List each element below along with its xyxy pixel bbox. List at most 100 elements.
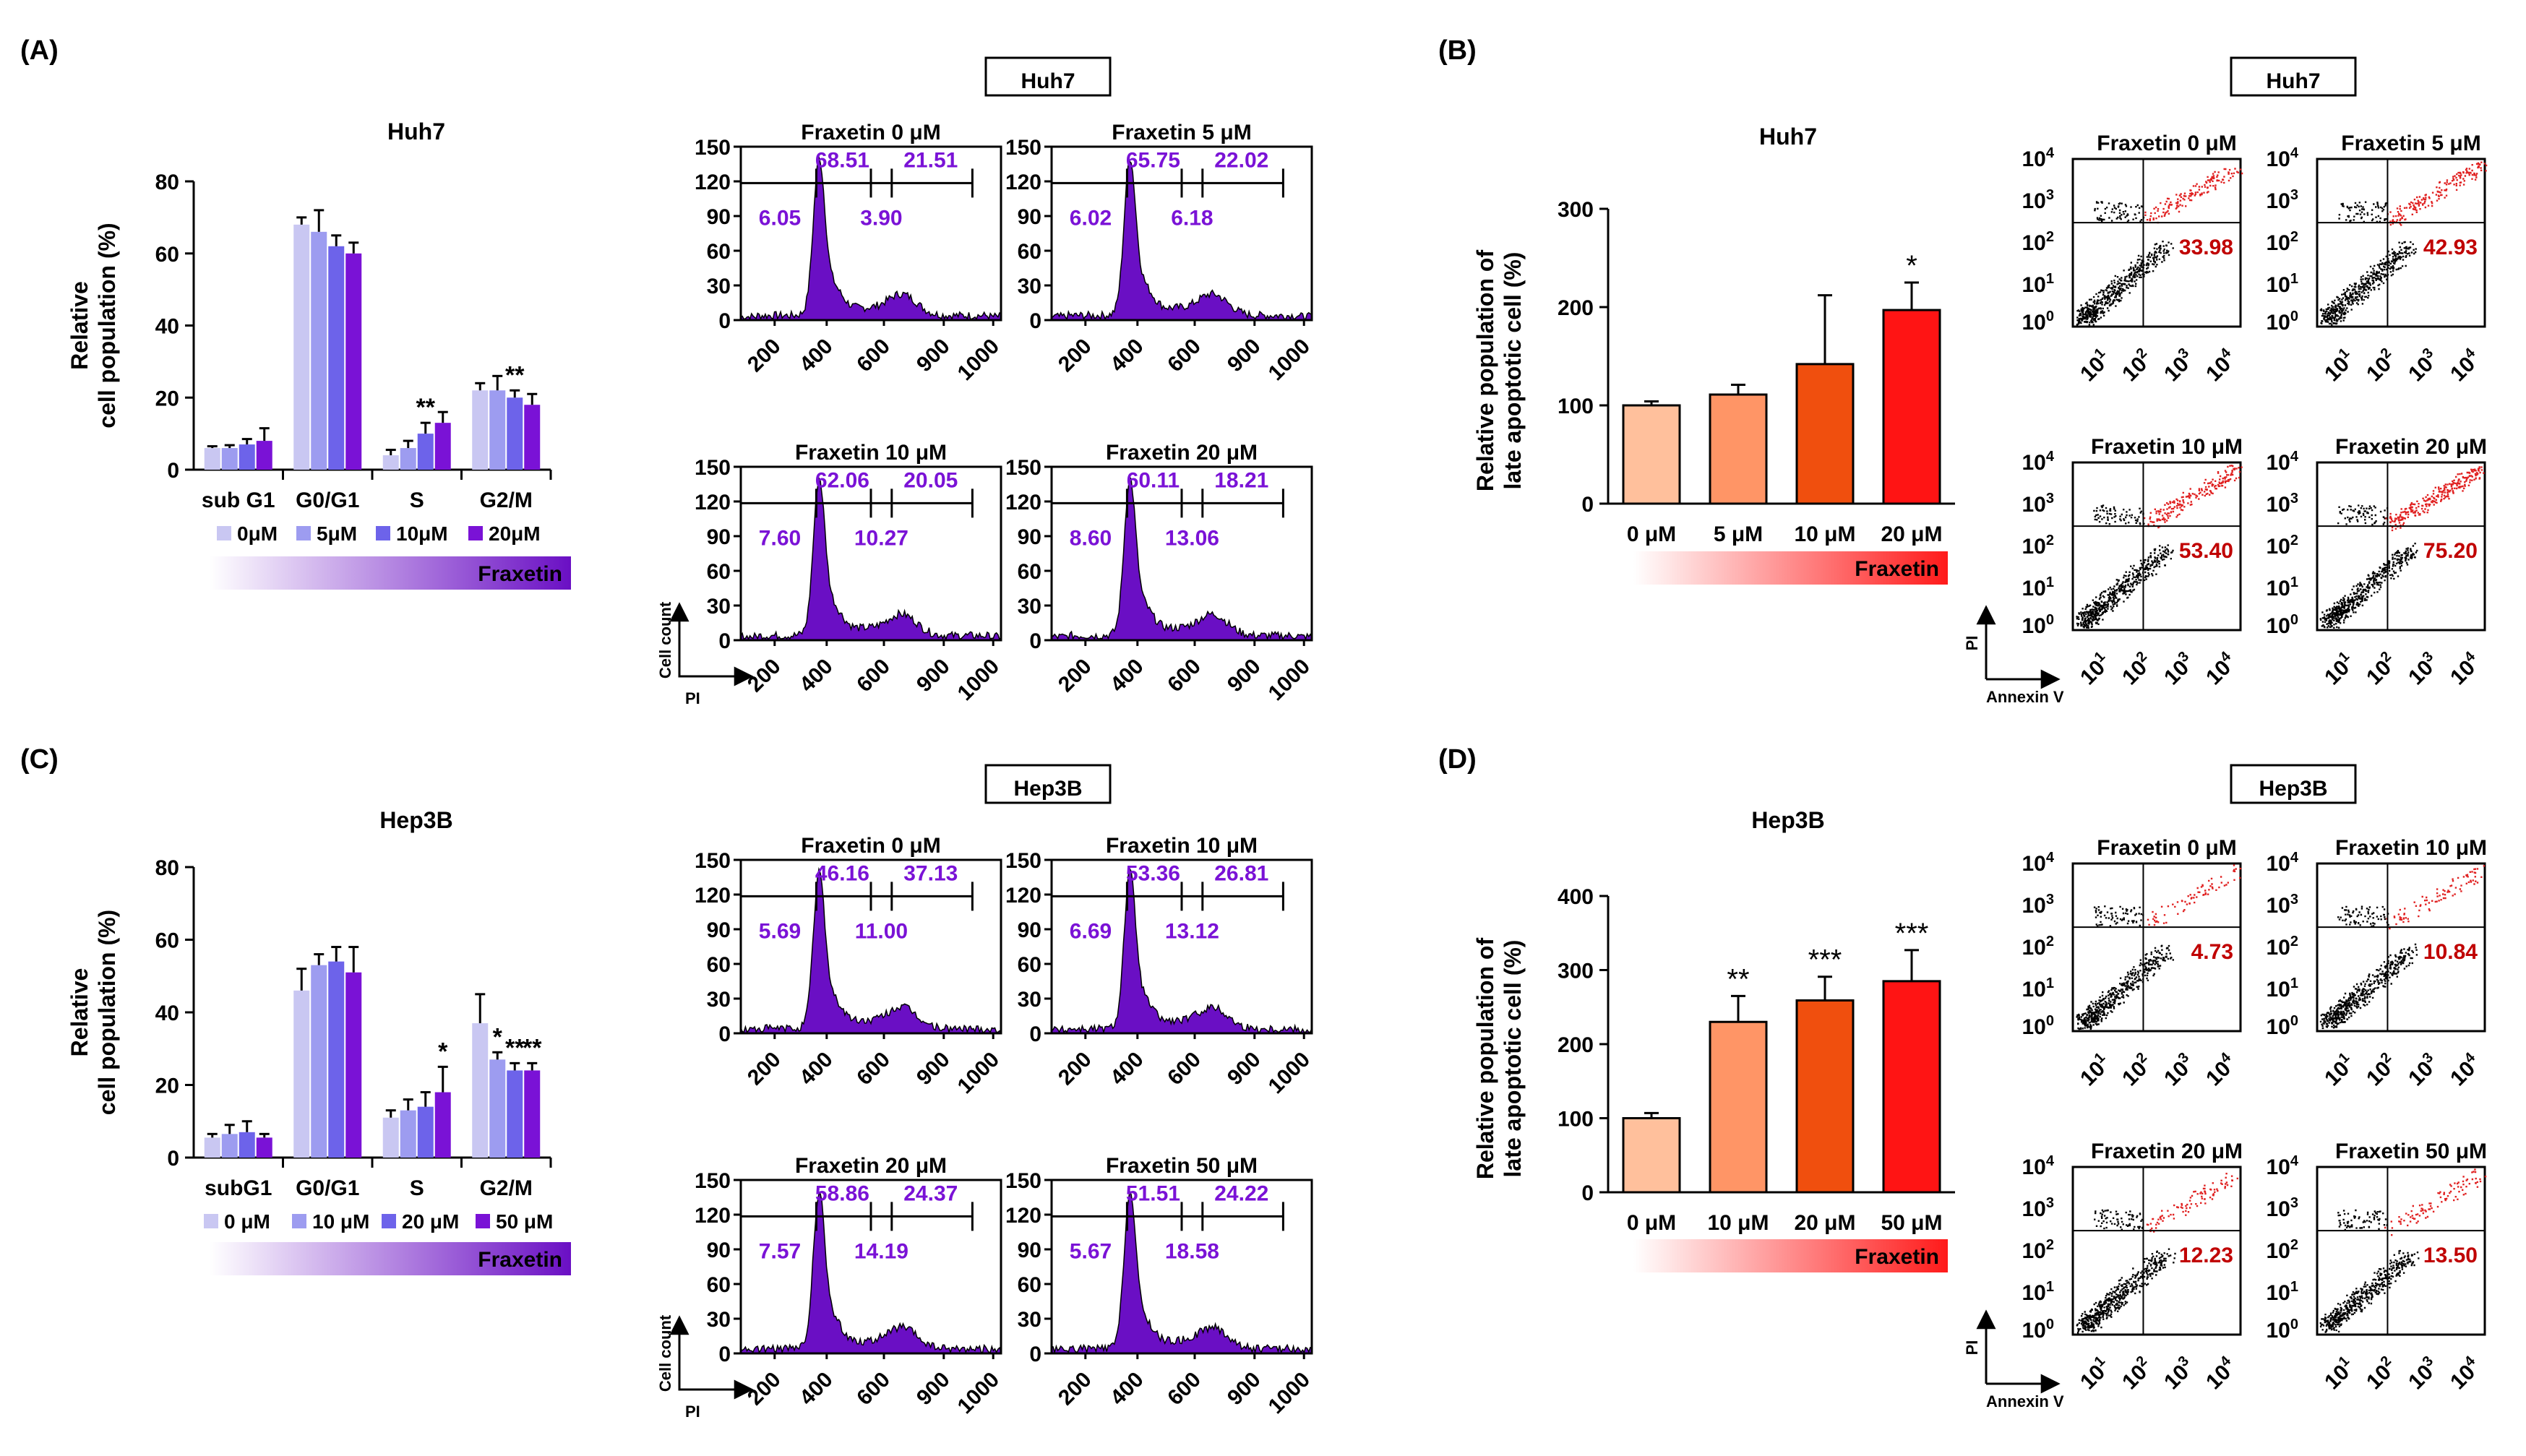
ylabel-line: Relative population of <box>1472 250 1498 492</box>
gate-value: 21.51 <box>903 148 958 172</box>
y-tick-label: 150 <box>695 136 731 160</box>
bar <box>256 441 272 470</box>
y-tick-label: 104 <box>2267 145 2299 171</box>
x-tick-label: 20 μM <box>1881 522 1942 546</box>
y-tick-label: 104 <box>2022 1153 2055 1179</box>
y-tick-label: 60 <box>707 1273 731 1297</box>
y-tick-label: 101 <box>2022 1279 2055 1305</box>
bar <box>489 1059 506 1158</box>
x-tick-label: 1000 <box>953 335 1005 386</box>
gate-value: 5.69 <box>759 919 801 943</box>
exponent: 4 <box>2046 145 2055 161</box>
scatter-title: Fraxetin 0 μM <box>2097 132 2236 155</box>
exponent: 1 <box>2092 1353 2108 1369</box>
scatter-points-red <box>2144 168 2243 224</box>
exponent: 3 <box>2175 345 2192 361</box>
late-apoptotic-value: 33.98 <box>2179 236 2233 259</box>
bar <box>400 1110 416 1158</box>
y-tick-label: 150 <box>1005 456 1041 480</box>
bar <box>417 1106 434 1158</box>
x-tick-label: 400 <box>1106 655 1148 697</box>
exponent: 0 <box>2046 1013 2054 1029</box>
y-tick-label: 100 <box>1558 395 1594 418</box>
exponent: 3 <box>2420 1049 2436 1066</box>
late-apoptotic-value: 10.84 <box>2423 940 2478 964</box>
scatter-points-red <box>2387 161 2488 226</box>
bar <box>221 1134 238 1158</box>
bar <box>524 1070 541 1158</box>
scatter-title: Fraxetin 0 μM <box>2097 836 2236 860</box>
legend-swatch <box>217 526 231 540</box>
panel-label: (C) <box>20 744 59 775</box>
x-tick-label: 104 <box>2444 1049 2486 1091</box>
bar <box>1709 393 1768 505</box>
exponent: 2 <box>2290 934 2298 949</box>
histogram-title: Fraxetin 20 μM <box>1106 441 1258 465</box>
scatter-points-black <box>2319 201 2417 327</box>
bar <box>1622 404 1681 505</box>
x-tick-label: 1000 <box>1264 655 1315 706</box>
exponent: 2 <box>2046 533 2054 548</box>
bar <box>311 231 327 470</box>
gate-value: 18.58 <box>1165 1239 1219 1263</box>
chart-title: Huh7 <box>387 119 445 145</box>
histogram-fill <box>740 156 1002 321</box>
exponent: 2 <box>2134 1049 2150 1066</box>
significance-mark: ** <box>1727 963 1749 995</box>
x-tick-label: 104 <box>2444 345 2486 387</box>
exponent: 4 <box>2290 145 2299 161</box>
x-tick-label: 900 <box>912 335 955 377</box>
gate-value: 62.06 <box>815 468 869 492</box>
significance-mark: ** <box>505 1034 525 1061</box>
x-tick-label: G2/M <box>480 1176 533 1200</box>
y-tick-label: 30 <box>707 275 731 298</box>
bar <box>204 1137 220 1158</box>
exponent: 4 <box>2217 648 2235 665</box>
y-tick-label: 30 <box>707 988 731 1012</box>
cell-line-box <box>2230 764 2357 804</box>
y-tick-label: 0 <box>718 1022 731 1046</box>
chart-title: Huh7 <box>1759 124 1817 150</box>
y-tick-label: 0 <box>1581 493 1594 517</box>
exponent: 2 <box>2378 345 2394 361</box>
histogram-fill <box>740 476 1002 641</box>
gate-value: 60.11 <box>1127 468 1180 492</box>
cell-line-title: Huh7 <box>2267 69 2321 93</box>
x-tick-label: 104 <box>2200 1049 2242 1091</box>
ylabel-line: Relative <box>66 281 93 370</box>
exponent: 4 <box>2290 449 2299 465</box>
axis-xlabel: Annexin V <box>1986 688 2064 706</box>
y-tick-label: 0 <box>718 1343 731 1366</box>
bar <box>221 448 238 470</box>
bar <box>417 434 434 470</box>
legend-label: 20μM <box>489 522 541 545</box>
bar <box>239 1132 255 1158</box>
late-apoptotic-value: 4.73 <box>2191 940 2233 964</box>
exponent: 3 <box>2290 187 2298 203</box>
chart-title: Hep3B <box>379 807 452 833</box>
gradient-bar <box>1633 551 1948 585</box>
x-tick-label: S <box>410 488 424 512</box>
exponent: 1 <box>2336 345 2353 361</box>
gate-value: 58.86 <box>815 1181 869 1205</box>
exponent: 2 <box>2046 1237 2054 1253</box>
y-tick-label: 60 <box>155 929 179 953</box>
panel-label: (B) <box>1438 35 1477 66</box>
exponent: 4 <box>2462 1049 2479 1067</box>
x-tick-label: 400 <box>795 335 838 377</box>
plot-frame <box>739 465 1002 642</box>
y-tick-label: 30 <box>1018 595 1041 619</box>
exponent: 2 <box>2134 345 2150 361</box>
gate-value: 10.27 <box>854 526 908 550</box>
scatter-points-black <box>2076 504 2174 629</box>
x-tick-label: 102 <box>2360 1049 2402 1090</box>
bar <box>472 390 489 470</box>
gradient-label: Fraxetin <box>478 1248 562 1272</box>
significance-mark: * <box>438 1038 448 1065</box>
y-tick-label: 90 <box>1018 205 1041 229</box>
y-tick-label: 0 <box>1029 629 1041 653</box>
